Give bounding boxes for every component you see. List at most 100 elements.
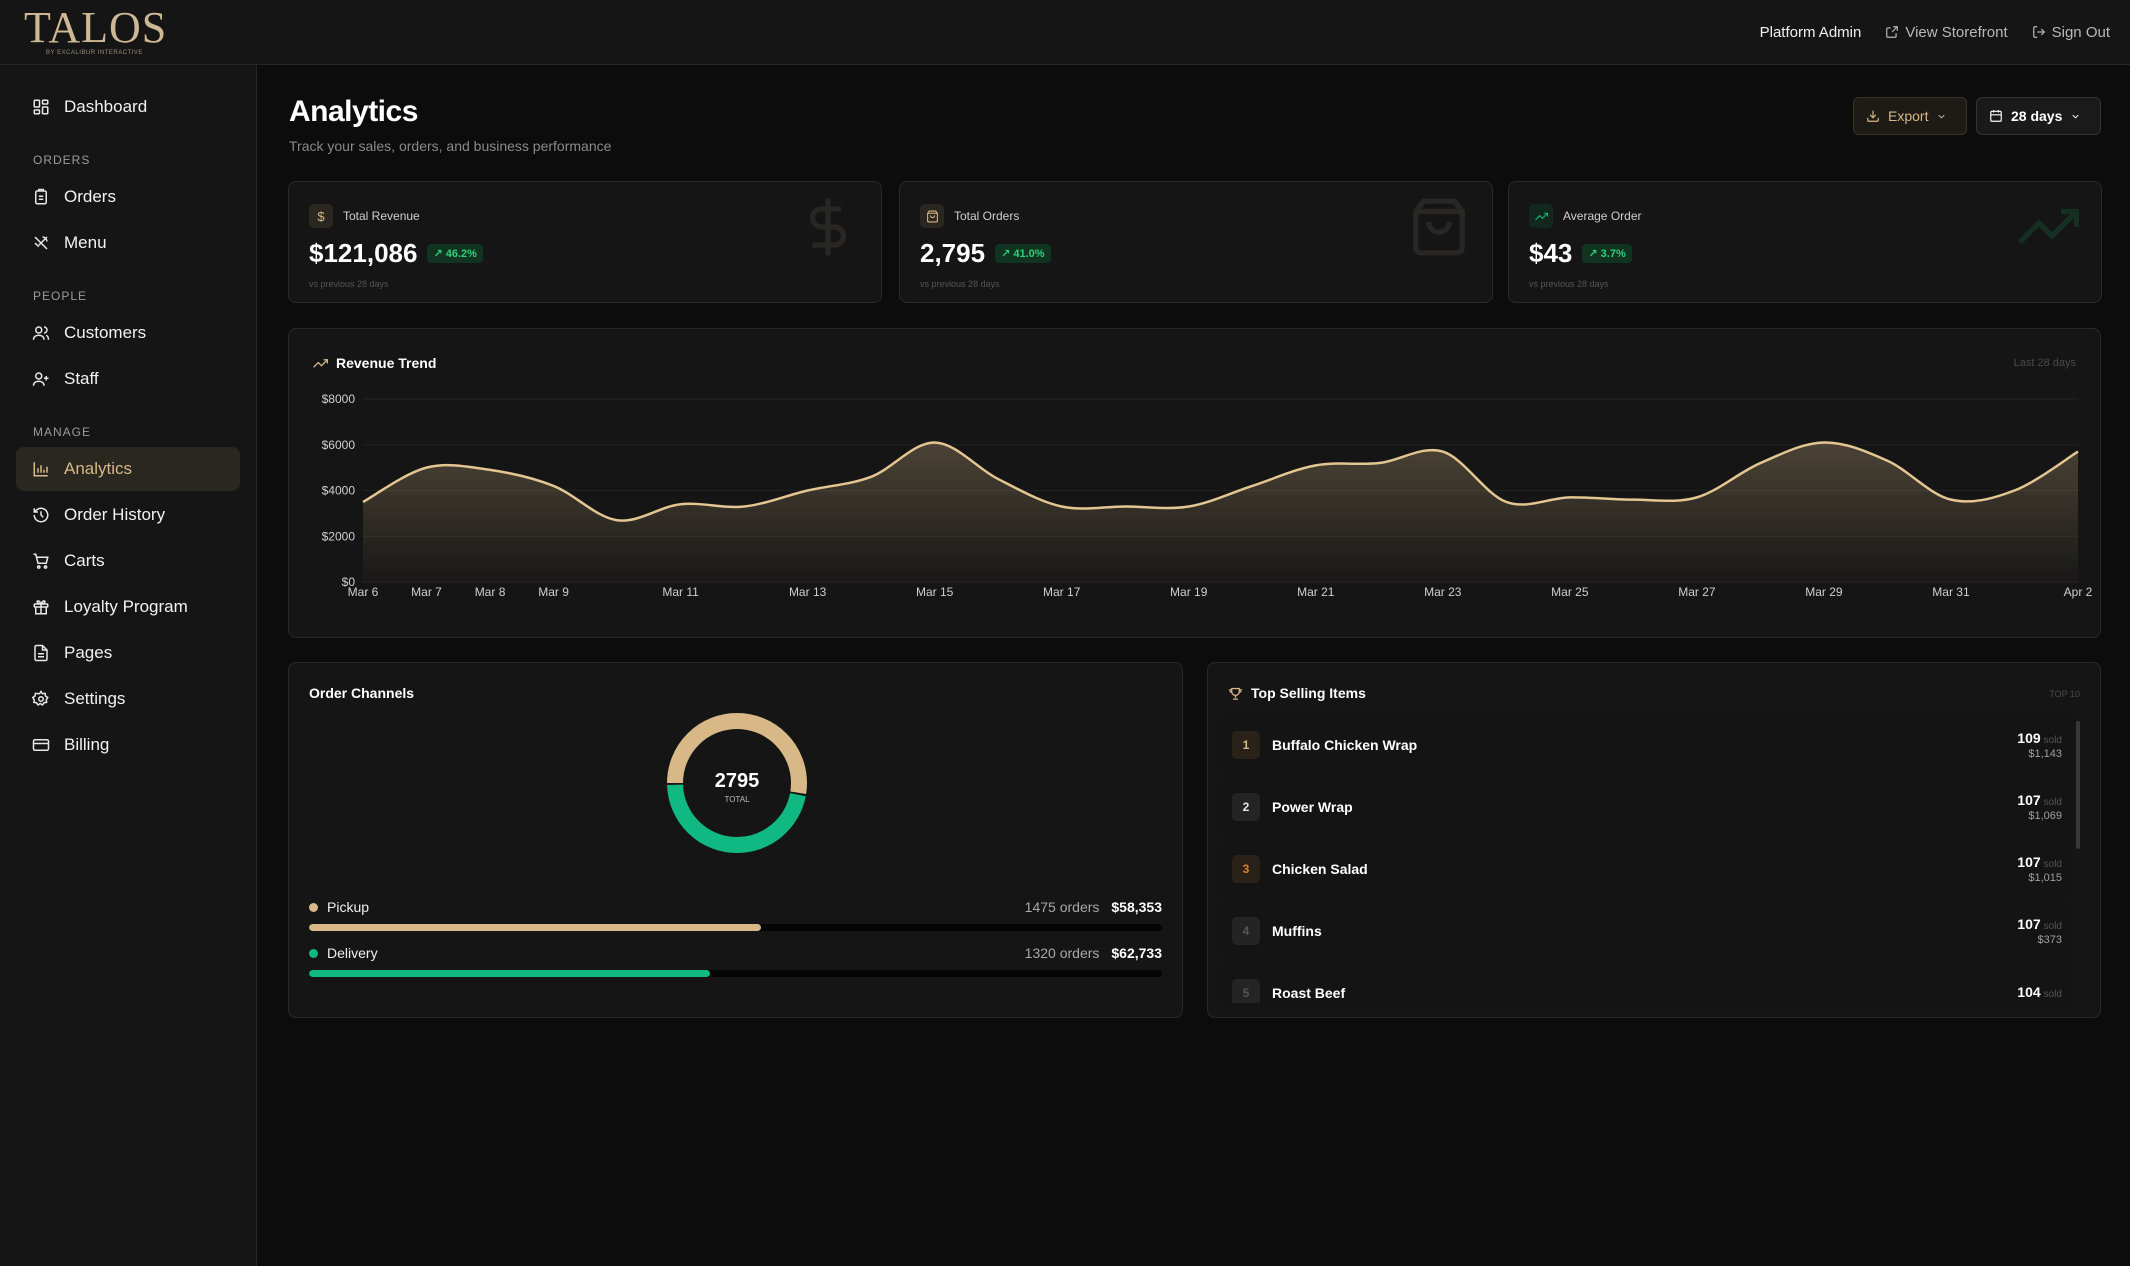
- sidebar-item-analytics[interactable]: Analytics: [16, 447, 240, 491]
- x-tick-label: Mar 29: [1805, 585, 1843, 599]
- y-tick-label: $2000: [322, 529, 356, 543]
- sidebar-item-menu[interactable]: Menu: [16, 221, 240, 265]
- item-stats: 109 sold $1,143: [2017, 730, 2062, 760]
- sidebar-item-label: Carts: [64, 551, 105, 570]
- main-content: Analytics Track your sales, orders, and …: [258, 65, 2130, 1266]
- sidebar-item-dashboard[interactable]: Dashboard: [16, 85, 240, 129]
- sidebar-item-customers[interactable]: Customers: [16, 311, 240, 355]
- order-channels-card: Order Channels 2795 TOTAL Pickup 1475 ord…: [288, 662, 1183, 1018]
- sidebar-item-settings[interactable]: Settings: [16, 677, 240, 721]
- x-tick-label: Mar 15: [916, 585, 954, 599]
- list-item[interactable]: 5 Roast Beef 104 sold: [1222, 965, 2072, 1003]
- item-sold-count: 107: [2017, 792, 2041, 808]
- sidebar-item-pages[interactable]: Pages: [16, 631, 240, 675]
- x-tick-label: Apr 2: [2064, 585, 2093, 599]
- top-items-meta: TOP 10: [2049, 689, 2080, 699]
- sidebar-item-label: Orders: [64, 187, 116, 206]
- x-tick-label: Mar 31: [1932, 585, 1970, 599]
- list-item[interactable]: 1 Buffalo Chicken Wrap 109 sold $1,143: [1222, 717, 2072, 773]
- date-range-select[interactable]: 28 days: [1976, 97, 2101, 135]
- calendar-icon: [1990, 110, 2002, 122]
- sidebar-item-loyalty[interactable]: Loyalty Program: [16, 585, 240, 629]
- item-revenue: $1,069: [2028, 810, 2062, 822]
- trending-up-bg-icon: [2017, 208, 2079, 245]
- item-sold-count: 107: [2017, 854, 2041, 870]
- brand-logo[interactable]: TALOS BY EXCALIBUR INTERACTIVE: [24, 3, 168, 57]
- list-item[interactable]: 3 Chicken Salad 107 sold $1,015: [1222, 841, 2072, 897]
- change-value: 3.7%: [1600, 248, 1626, 260]
- users-icon: [32, 326, 50, 340]
- date-range-label: 28 days: [2011, 108, 2063, 124]
- item-sold: 104 sold: [2017, 984, 2062, 1000]
- x-tick-label: Mar 23: [1424, 585, 1462, 599]
- dollar-bg-icon: [809, 198, 847, 256]
- sign-out-link[interactable]: Sign Out: [2032, 24, 2110, 41]
- sidebar-item-label: Billing: [64, 735, 110, 754]
- x-tick-label: Mar 27: [1678, 585, 1716, 599]
- x-tick-label: Mar 9: [538, 585, 569, 599]
- sidebar-item-label: Staff: [64, 369, 99, 388]
- top-items-label: Top Selling Items: [1251, 685, 1366, 701]
- channel-bar-fill: [309, 924, 762, 931]
- sidebar-item-label: Analytics: [64, 459, 133, 478]
- section-people: PEOPLE: [33, 289, 88, 303]
- stat-label: Total Orders: [954, 209, 1020, 223]
- y-tick-label: $0: [342, 575, 356, 589]
- donut-total: 2795: [715, 770, 760, 792]
- sidebar-item-carts[interactable]: Carts: [16, 539, 240, 583]
- chevron-down-icon: [2072, 114, 2079, 119]
- stat-value: $43: [1529, 238, 1573, 268]
- shopping-bag-icon: [920, 204, 944, 228]
- channel-orders: 1475 orders: [1024, 899, 1100, 915]
- item-name: Buffalo Chicken Wrap: [1272, 737, 1418, 753]
- sidebar: Dashboard ORDERS Orders Menu PEOPLE Cust…: [0, 65, 257, 1266]
- item-sold-label: sold: [2043, 797, 2062, 808]
- export-button[interactable]: Export: [1853, 97, 1967, 135]
- brand-tagline: BY EXCALIBUR INTERACTIVE: [46, 50, 143, 56]
- stat-card-orders: Total Orders 2,795 ↗ 41.0% vs previous 2…: [899, 181, 1493, 303]
- channel-row-pickup: Pickup 1475 orders $58,353: [309, 899, 1162, 931]
- credit-card-icon: [32, 739, 50, 751]
- user-plus-icon: [32, 372, 49, 386]
- top-items-list[interactable]: 1 Buffalo Chicken Wrap 109 sold $1,143 2 Power…: [1222, 717, 2072, 1003]
- view-storefront-link[interactable]: View Storefront: [1885, 23, 2008, 41]
- revenue-line: [362, 441, 2079, 522]
- sidebar-item-billing[interactable]: Billing: [16, 723, 240, 767]
- top-items-scrollbar[interactable]: [2076, 721, 2080, 849]
- donut-total-label: TOTAL: [724, 795, 750, 804]
- sidebar-item-order-history[interactable]: Order History: [16, 493, 240, 537]
- x-tick-label: Mar 11: [662, 585, 699, 599]
- item-rank: 2: [1232, 793, 1260, 821]
- revenue-trend-card: Revenue Trend Last 28 days $8000 $6000 $40…: [288, 328, 2101, 638]
- y-tick-label: $4000: [322, 484, 356, 498]
- x-tick-label: Mar 17: [1043, 585, 1081, 599]
- stat-label: Average Order: [1563, 209, 1642, 223]
- page-title: Analytics: [289, 95, 418, 128]
- item-revenue: $1,015: [2028, 872, 2062, 884]
- list-item[interactable]: 4 Muffins 107 sold $373: [1222, 903, 2072, 959]
- history-icon: [33, 507, 49, 523]
- list-item[interactable]: 2 Power Wrap 107 sold $1,069: [1222, 779, 2072, 835]
- change-value: 41.0%: [1013, 248, 1045, 260]
- sidebar-item-label: Loyalty Program: [64, 597, 188, 616]
- x-tick-label: Mar 21: [1297, 585, 1335, 599]
- item-name: Muffins: [1272, 923, 1322, 939]
- sign-out-label: Sign Out: [2051, 23, 2110, 41]
- view-storefront-label: View Storefront: [1905, 23, 2008, 41]
- revenue-trend-meta: Last 28 days: [2013, 357, 2076, 369]
- channel-amount: $58,353: [1111, 899, 1162, 915]
- trophy-icon: [1229, 687, 1242, 700]
- item-sold-label: sold: [2043, 989, 2062, 1000]
- item-rank: 3: [1232, 855, 1260, 883]
- pickup-segment: [667, 713, 807, 853]
- stat-value: $121,086: [309, 238, 418, 268]
- brand-name: TALOS: [24, 3, 168, 52]
- stat-note: vs previous 28 days: [920, 279, 1000, 289]
- item-stats: 107 sold $1,015: [2017, 854, 2062, 884]
- gift-icon: [33, 600, 49, 615]
- sidebar-item-staff[interactable]: Staff: [16, 357, 240, 401]
- export-label: Export: [1888, 108, 1929, 124]
- sidebar-item-orders[interactable]: Orders: [16, 175, 240, 219]
- trending-up-icon: [313, 358, 328, 368]
